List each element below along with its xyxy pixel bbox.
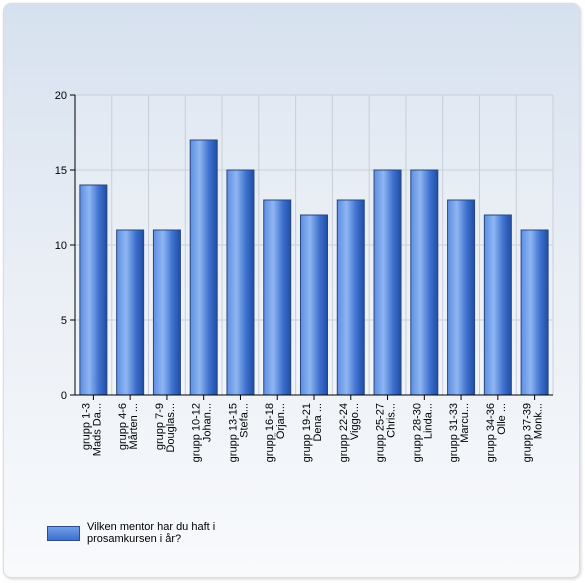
legend: Vilken mentor har du haft i prosamkursen…	[47, 521, 267, 545]
y-tick-label: 5	[61, 315, 67, 327]
x-tick-label: grupp 7-9Douglas...	[154, 403, 177, 453]
x-tick-label: grupp 13-15Stefa...	[227, 403, 250, 462]
x-tick-label: grupp 28-30Linda...	[411, 403, 434, 462]
x-tick-label: grupp 1-3Mads Da...	[80, 403, 103, 456]
y-tick-label: 10	[55, 240, 67, 252]
legend-label: Vilken mentor har du haft i prosamkursen…	[87, 521, 216, 545]
x-tick-label: grupp 25-27Chris...	[375, 403, 398, 462]
bar	[373, 169, 402, 396]
bar	[263, 199, 292, 396]
x-tick-label: grupp 37-39Monk...	[522, 403, 545, 462]
x-tick-label: grupp 4-6Mårten ...	[117, 403, 140, 450]
y-tick-label: 15	[55, 165, 67, 177]
bar	[300, 214, 328, 396]
x-tick-label: grupp 19-21Dena ...	[301, 403, 324, 462]
bar	[226, 169, 255, 396]
bar	[410, 169, 439, 396]
x-tick-label: grupp 34-36Olle ...	[485, 403, 508, 462]
x-tick-label: grupp 16-18Örjan...	[264, 403, 287, 462]
bar	[189, 139, 218, 396]
bar	[483, 214, 512, 396]
x-tick-label: grupp 31-33Marcu...	[448, 403, 471, 462]
y-tick-label: 0	[61, 390, 67, 402]
bar	[79, 184, 108, 396]
bar	[116, 229, 145, 396]
x-tick-label: grupp 10-12Johan...	[191, 403, 214, 462]
bar	[520, 229, 549, 396]
x-tick-label: grupp 22-24Viggo...	[338, 403, 361, 462]
bar	[336, 199, 365, 396]
y-tick-label: 20	[55, 90, 67, 102]
legend-swatch	[47, 526, 80, 541]
bar	[447, 199, 476, 396]
plot-area: 0 5 10 15 20 grupp 1-3Mads Da... grupp 4-6Mårt…	[55, 90, 554, 462]
bar	[152, 229, 181, 396]
